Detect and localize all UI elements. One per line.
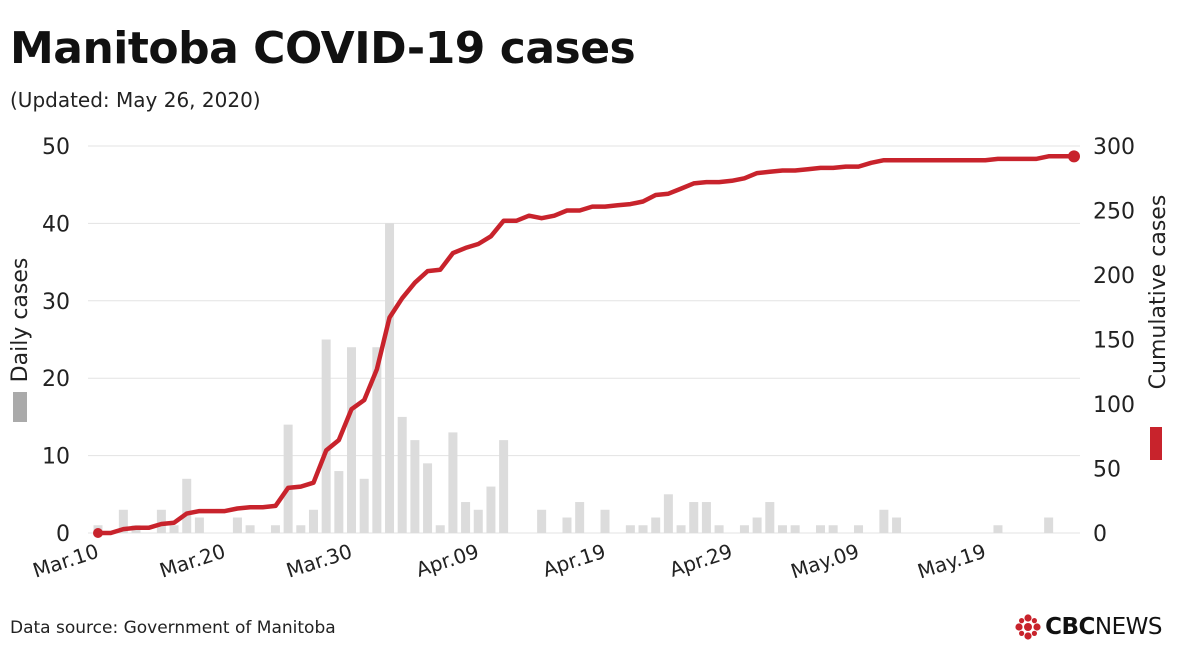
daily-bar bbox=[562, 517, 572, 533]
daily-bar bbox=[765, 502, 775, 533]
x-axis: Mar.10 Mar.20 Mar.30 Apr.09 Apr.19 Apr.29 May.… bbox=[30, 539, 989, 584]
left-tick-label: 10 bbox=[42, 445, 70, 470]
daily-bar bbox=[410, 440, 420, 533]
line-end-point bbox=[1068, 150, 1080, 163]
daily-bar bbox=[473, 509, 483, 533]
left-tick-label: 30 bbox=[42, 290, 70, 315]
daily-bar bbox=[689, 502, 699, 533]
cbc-news-logo: CBCNEWS bbox=[1015, 612, 1163, 642]
daily-bar bbox=[714, 525, 724, 533]
daily-bars bbox=[93, 223, 1054, 533]
daily-bar bbox=[385, 223, 395, 533]
chart-title: Manitoba COVID-19 cases bbox=[10, 23, 636, 74]
daily-bar bbox=[815, 525, 825, 533]
cbc-gem-icon bbox=[1015, 614, 1041, 640]
daily-bar bbox=[182, 478, 192, 533]
daily-bar bbox=[423, 463, 433, 533]
x-tick-label: Mar.30 bbox=[283, 539, 355, 583]
right-axis: 0 50 100 150 200 250 300 bbox=[1093, 135, 1135, 547]
line-start-point bbox=[93, 528, 103, 538]
daily-bar bbox=[194, 517, 204, 533]
cumulative-legend-swatch bbox=[1150, 427, 1162, 460]
daily-bar bbox=[752, 517, 762, 533]
daily-bar bbox=[372, 347, 382, 533]
right-tick-label: 300 bbox=[1093, 135, 1135, 160]
daily-bar bbox=[663, 494, 673, 533]
daily-bar bbox=[334, 471, 344, 533]
right-tick-label: 100 bbox=[1093, 393, 1135, 418]
daily-bar bbox=[676, 525, 686, 533]
right-tick-label: 250 bbox=[1093, 200, 1135, 225]
daily-bar bbox=[638, 525, 648, 533]
data-source: Data source: Government of Manitoba bbox=[10, 618, 336, 638]
chart-subtitle: (Updated: May 26, 2020) bbox=[10, 88, 261, 112]
daily-bar bbox=[321, 339, 331, 533]
daily-bar bbox=[777, 525, 787, 533]
right-axis-title: Cumulative cases bbox=[1146, 195, 1171, 390]
daily-bar bbox=[435, 525, 445, 533]
daily-bar bbox=[828, 525, 838, 533]
daily-bar bbox=[118, 509, 128, 533]
logo-wordmark: CBCNEWS bbox=[1045, 614, 1162, 640]
cumulative-line-layer bbox=[93, 150, 1080, 538]
logo-brand: CBC bbox=[1045, 614, 1095, 640]
daily-bar bbox=[397, 416, 407, 533]
daily-bar bbox=[156, 509, 166, 533]
left-tick-label: 50 bbox=[42, 135, 70, 160]
daily-bar bbox=[790, 525, 800, 533]
daily-bar bbox=[461, 502, 471, 533]
daily-bar bbox=[359, 478, 369, 533]
left-axis-title: Daily cases bbox=[8, 258, 33, 383]
daily-bar bbox=[270, 525, 280, 533]
x-tick-label: Apr.29 bbox=[666, 539, 735, 582]
right-tick-label: 150 bbox=[1093, 329, 1135, 354]
daily-bar bbox=[232, 517, 242, 533]
cumulative-line bbox=[95, 154, 1077, 536]
left-tick-label: 20 bbox=[42, 367, 70, 392]
axis-legends: Daily cases Cumulative cases bbox=[8, 195, 1171, 460]
daily-bar bbox=[625, 525, 635, 533]
daily-bar bbox=[701, 502, 711, 533]
daily-bar bbox=[1044, 517, 1054, 533]
x-tick-label: Apr.19 bbox=[540, 539, 609, 582]
daily-bar bbox=[854, 525, 864, 533]
daily-bar bbox=[600, 509, 610, 533]
daily-bar bbox=[575, 502, 585, 533]
daily-bar bbox=[486, 486, 496, 533]
grid-lines bbox=[88, 145, 1080, 534]
daily-bar bbox=[739, 525, 749, 533]
daily-bar bbox=[347, 347, 357, 533]
logo-news: NEWS bbox=[1094, 614, 1163, 640]
daily-bar bbox=[537, 509, 547, 533]
daily-bar bbox=[993, 525, 1003, 533]
x-tick-label: May.09 bbox=[788, 539, 862, 584]
left-axis: 0 10 20 30 40 50 bbox=[42, 135, 70, 547]
right-tick-label: 50 bbox=[1093, 458, 1121, 483]
right-tick-label: 0 bbox=[1093, 522, 1107, 547]
daily-bar bbox=[169, 525, 179, 533]
daily-bar bbox=[296, 525, 306, 533]
daily-bar bbox=[651, 517, 661, 533]
daily-bar bbox=[245, 525, 255, 533]
daily-bar bbox=[892, 517, 902, 533]
daily-bar bbox=[879, 509, 889, 533]
daily-bar bbox=[499, 440, 509, 533]
right-tick-label: 200 bbox=[1093, 264, 1135, 289]
daily-legend-swatch bbox=[13, 392, 27, 422]
x-tick-label: Apr.09 bbox=[413, 539, 482, 582]
daily-bar bbox=[308, 509, 318, 533]
x-tick-label: Mar.20 bbox=[156, 539, 228, 583]
left-tick-label: 40 bbox=[42, 212, 70, 237]
x-tick-label: May.19 bbox=[915, 539, 989, 584]
left-tick-label: 0 bbox=[56, 522, 70, 547]
daily-bar bbox=[448, 432, 458, 533]
daily-bar bbox=[283, 424, 293, 533]
